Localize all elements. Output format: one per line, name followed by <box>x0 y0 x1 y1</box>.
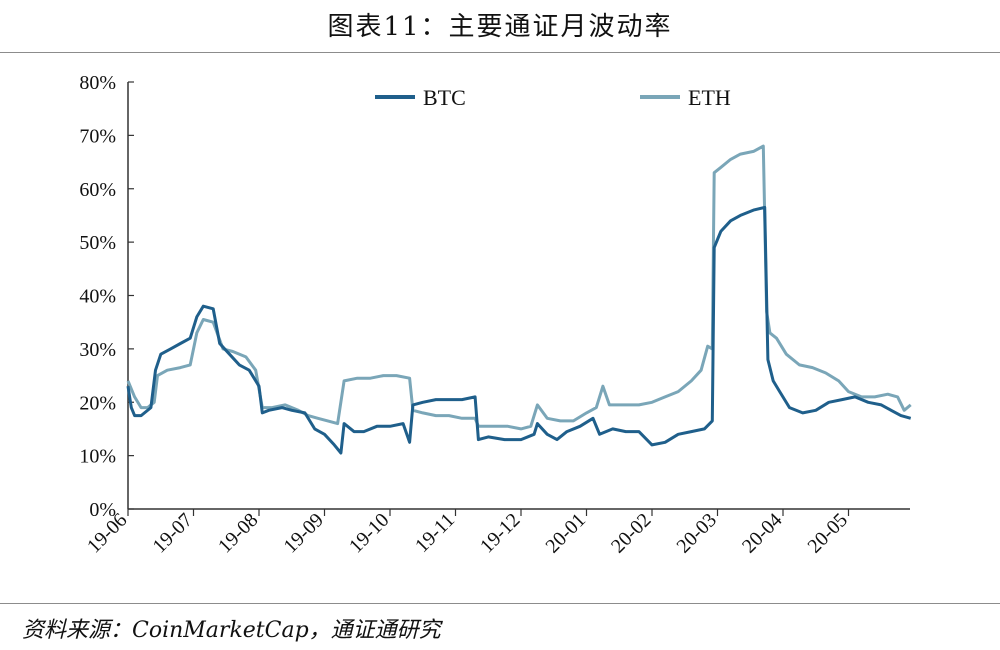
legend-eth-label: ETH <box>688 85 731 110</box>
x-tick-label: 19-11 <box>411 509 459 557</box>
x-tick-label: 20-04 <box>738 509 787 558</box>
legend-btc-label: BTC <box>423 85 466 110</box>
y-tick-label: 10% <box>79 446 116 468</box>
x-tick-label: 20-03 <box>672 509 721 558</box>
y-tick-label: 0% <box>89 499 116 521</box>
x-tick-label: 19-12 <box>476 509 525 558</box>
y-axis-ticks: 0% 10% 20% 30% 40% 50% 60% 70% 80% <box>79 72 134 521</box>
y-tick-label: 50% <box>79 232 116 254</box>
title-divider <box>0 52 1000 53</box>
page-title: 图表11：主要通证月波动率 <box>327 12 673 42</box>
x-tick-label: 19-08 <box>214 509 263 558</box>
y-tick-label: 30% <box>79 339 116 361</box>
x-tick-label: 20-01 <box>541 509 590 558</box>
x-tick-label: 20-05 <box>803 509 852 558</box>
series-lines <box>126 144 912 455</box>
x-tick-label: 19-10 <box>345 509 394 558</box>
series-line-btc <box>126 205 912 455</box>
y-tick-label: 60% <box>79 179 116 201</box>
y-tick-label: 80% <box>79 72 116 94</box>
series-line-eth <box>126 144 912 431</box>
chart-legend: BTC ETH <box>375 85 731 110</box>
x-tick-label: 20-02 <box>607 509 656 558</box>
y-tick-label: 40% <box>79 286 116 308</box>
y-tick-label: 70% <box>79 125 116 147</box>
x-tick-label: 19-07 <box>148 509 197 558</box>
x-axis-ticks: 19-06 19-07 19-08 19-09 19-10 19-11 19-12 20-01… <box>83 509 852 558</box>
x-tick-label: 19-09 <box>279 509 328 558</box>
footer-divider <box>0 603 1000 604</box>
source-note: 资料来源：CoinMarketCap，通证通研究 <box>22 618 441 643</box>
y-tick-label: 20% <box>79 392 116 414</box>
